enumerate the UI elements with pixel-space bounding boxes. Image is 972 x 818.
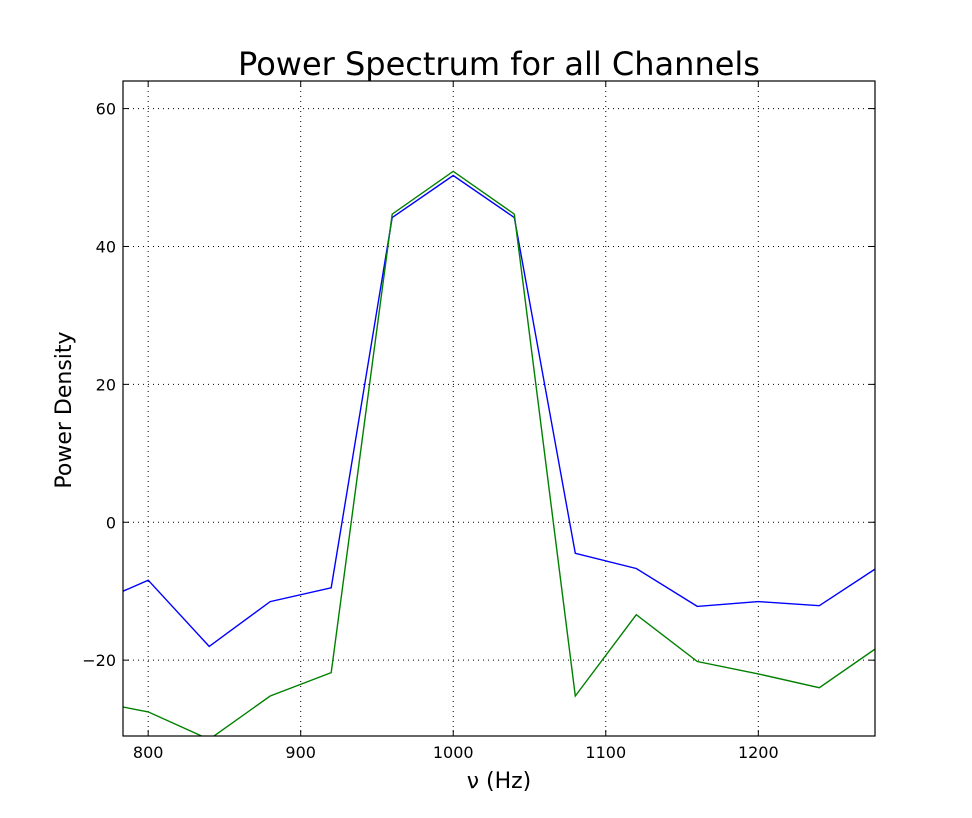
y-tick-label: 0 — [106, 513, 116, 532]
x-axis-tick-labels: 800 900 1000 1100 1200 — [133, 743, 779, 762]
y-axis-tick-labels: −20 0 20 40 60 — [82, 100, 116, 671]
series-layer — [123, 170, 875, 736]
x-axis-label: ν (Hz) — [467, 769, 532, 794]
chart-title: Power Spectrum for all Channels — [238, 45, 760, 83]
x-tick-label: 1200 — [738, 743, 779, 762]
axis-ticks — [123, 81, 875, 736]
y-tick-label: 40 — [96, 237, 116, 256]
grid — [123, 81, 875, 736]
plot-area-frame — [122, 80, 876, 737]
series-line-2 — [123, 170, 875, 736]
x-tick-label: 1000 — [433, 743, 474, 762]
y-tick-label: −20 — [82, 651, 116, 670]
x-tick-label: 800 — [133, 743, 164, 762]
y-axis-label: Power Density — [52, 331, 77, 488]
series-line-1 — [123, 174, 875, 648]
y-tick-label: 20 — [96, 375, 116, 394]
y-tick-label: 60 — [96, 100, 116, 119]
x-tick-label: 900 — [285, 743, 316, 762]
x-tick-label: 1100 — [585, 743, 626, 762]
